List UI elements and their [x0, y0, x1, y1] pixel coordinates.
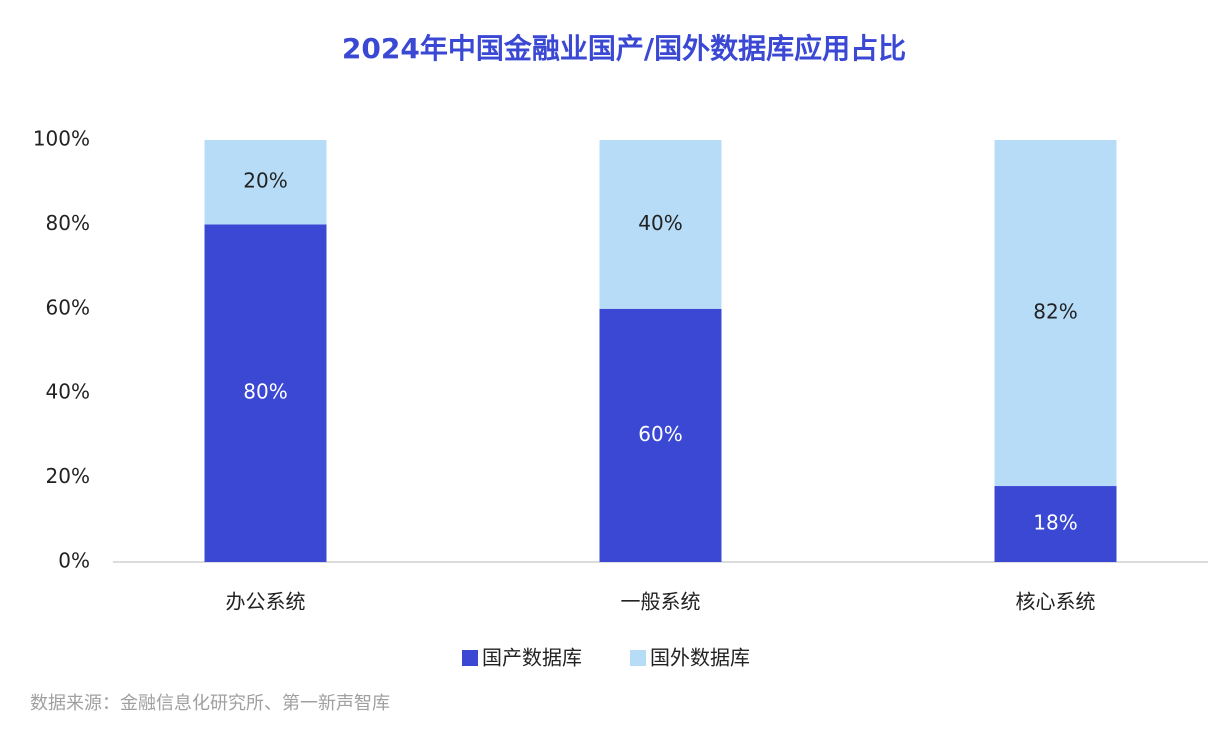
x-tick-label: 核心系统 — [1016, 590, 1096, 614]
legend-swatch — [462, 650, 478, 666]
y-tick-label: 60% — [46, 295, 90, 319]
source-note: 数据来源：金融信息化研究所、第一新声智库 — [30, 693, 390, 714]
data-label: 82% — [1033, 300, 1077, 324]
y-tick-label: 80% — [46, 211, 90, 235]
bar-segment — [994, 486, 1117, 562]
legend-swatch — [630, 650, 646, 666]
y-tick-label: 0% — [58, 549, 90, 573]
bar-segment — [204, 224, 327, 562]
data-label: 60% — [638, 422, 682, 446]
bar-segment — [599, 140, 722, 309]
x-tick-label: 办公系统 — [226, 590, 306, 614]
legend-label: 国外数据库 — [650, 646, 750, 670]
y-tick-label: 100% — [33, 127, 90, 151]
bar-segment — [204, 140, 327, 225]
legend-label: 国产数据库 — [482, 646, 582, 670]
data-label: 18% — [1033, 511, 1077, 535]
bar-segment — [599, 308, 722, 562]
data-label: 40% — [638, 211, 682, 235]
data-label: 20% — [243, 169, 287, 193]
x-tick-label: 一般系统 — [621, 590, 701, 614]
bar-segment — [994, 140, 1117, 487]
data-label: 80% — [243, 380, 287, 404]
y-tick-label: 20% — [46, 464, 90, 488]
chart-title: 2024年中国金融业国产/国外数据库应用占比 — [342, 32, 906, 65]
y-tick-label: 40% — [46, 380, 90, 404]
